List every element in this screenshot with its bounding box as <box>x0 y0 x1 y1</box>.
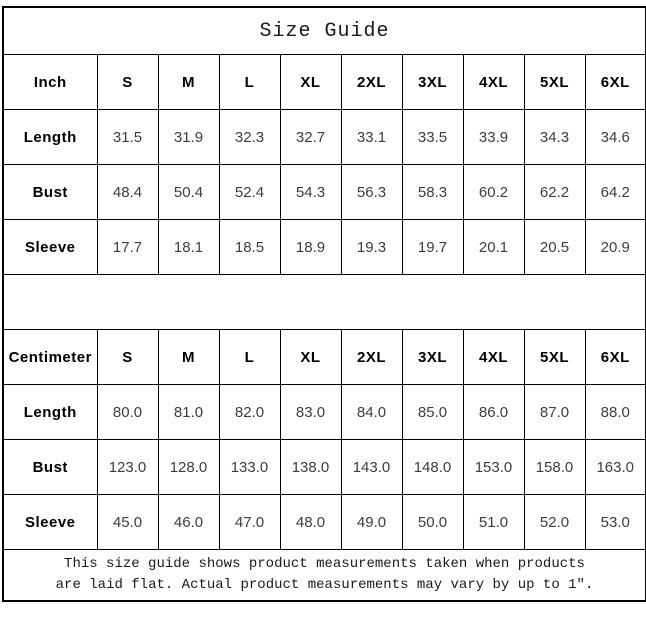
size-header-l: L <box>218 54 281 110</box>
measurement-value: 62.2 <box>523 164 586 220</box>
measurement-value: 88.0 <box>584 384 646 440</box>
size-header-xl: XL <box>279 54 342 110</box>
size-header-m: M <box>157 329 220 385</box>
measurement-value: 50.4 <box>157 164 220 220</box>
measurement-value: 128.0 <box>157 439 220 495</box>
size-guide-table: Size Guide Inch S M L XL 2XL 3XL 4XL 5XL… <box>2 6 646 602</box>
measurement-label: Sleeve <box>2 219 98 275</box>
measurement-value: 138.0 <box>279 439 342 495</box>
measurement-value: 46.0 <box>157 494 220 550</box>
measurement-value: 86.0 <box>462 384 525 440</box>
size-header-4xl: 4XL <box>462 54 525 110</box>
measurement-value: 34.3 <box>523 109 586 165</box>
measurement-value: 52.0 <box>523 494 586 550</box>
measurement-value: 20.9 <box>584 219 646 275</box>
measurement-value: 48.0 <box>279 494 342 550</box>
measurement-value: 32.3 <box>218 109 281 165</box>
measurement-value: 64.2 <box>584 164 646 220</box>
measurement-value: 123.0 <box>96 439 159 495</box>
measurement-value: 31.5 <box>96 109 159 165</box>
measurement-value: 18.9 <box>279 219 342 275</box>
measurement-value: 49.0 <box>340 494 403 550</box>
title-row: Size Guide <box>2 6 646 55</box>
footnote: This size guide shows product measuremen… <box>2 549 646 602</box>
measurement-value: 33.5 <box>401 109 464 165</box>
measurement-value: 47.0 <box>218 494 281 550</box>
measurement-value: 18.5 <box>218 219 281 275</box>
footnote-row: This size guide shows product measuremen… <box>2 549 646 602</box>
unit-label-inch: Inch <box>2 54 98 110</box>
measurement-label: Bust <box>2 164 98 220</box>
size-header-6xl: 6XL <box>584 329 646 385</box>
spacer-row <box>3 274 646 330</box>
measurement-value: 87.0 <box>523 384 586 440</box>
measurement-label: Sleeve <box>2 494 98 550</box>
inch-sleeve-row: Sleeve 17.7 18.1 18.5 18.9 19.3 19.7 20.… <box>2 219 646 275</box>
measurement-value: 19.3 <box>340 219 403 275</box>
inch-length-row: Length 31.5 31.9 32.3 32.7 33.1 33.5 33.… <box>2 109 646 165</box>
measurement-label: Bust <box>2 439 98 495</box>
measurement-value: 158.0 <box>523 439 586 495</box>
measurement-value: 51.0 <box>462 494 525 550</box>
measurement-value: 18.1 <box>157 219 220 275</box>
size-header-2xl: 2XL <box>340 329 403 385</box>
measurement-value: 163.0 <box>584 439 646 495</box>
measurement-value: 50.0 <box>401 494 464 550</box>
cm-header-row: Centimeter S M L XL 2XL 3XL 4XL 5XL 6XL <box>2 329 646 385</box>
measurement-value: 58.3 <box>401 164 464 220</box>
footnote-line-1: This size guide shows product measuremen… <box>64 556 585 572</box>
unit-label-centimeter: Centimeter <box>2 329 98 385</box>
size-header-6xl: 6XL <box>584 54 646 110</box>
cm-length-row: Length 80.0 81.0 82.0 83.0 84.0 85.0 86.… <box>2 384 646 440</box>
measurement-value: 33.9 <box>462 109 525 165</box>
size-header-s: S <box>96 54 159 110</box>
measurement-value: 19.7 <box>401 219 464 275</box>
measurement-value: 85.0 <box>401 384 464 440</box>
cm-bust-row: Bust 123.0 128.0 133.0 138.0 143.0 148.0… <box>2 439 646 495</box>
inch-bust-row: Bust 48.4 50.4 52.4 54.3 56.3 58.3 60.2 … <box>2 164 646 220</box>
measurement-label: Length <box>2 384 98 440</box>
measurement-value: 82.0 <box>218 384 281 440</box>
footnote-line-2: are laid flat. Actual product measuremen… <box>55 577 594 593</box>
measurement-value: 20.5 <box>523 219 586 275</box>
size-header-4xl: 4XL <box>462 329 525 385</box>
size-header-2xl: 2XL <box>340 54 403 110</box>
measurement-value: 80.0 <box>96 384 159 440</box>
size-header-xl: XL <box>279 329 342 385</box>
measurement-value: 32.7 <box>279 109 342 165</box>
measurement-value: 148.0 <box>401 439 464 495</box>
size-header-5xl: 5XL <box>523 54 586 110</box>
size-header-5xl: 5XL <box>523 329 586 385</box>
measurement-value: 83.0 <box>279 384 342 440</box>
size-header-s: S <box>96 329 159 385</box>
measurement-value: 133.0 <box>218 439 281 495</box>
measurement-value: 48.4 <box>96 164 159 220</box>
measurement-value: 143.0 <box>340 439 403 495</box>
size-header-m: M <box>157 54 220 110</box>
measurement-value: 34.6 <box>584 109 646 165</box>
measurement-value: 84.0 <box>340 384 403 440</box>
measurement-value: 60.2 <box>462 164 525 220</box>
cm-sleeve-row: Sleeve 45.0 46.0 47.0 48.0 49.0 50.0 51.… <box>2 494 646 550</box>
measurement-value: 56.3 <box>340 164 403 220</box>
measurement-value: 17.7 <box>96 219 159 275</box>
measurement-value: 153.0 <box>462 439 525 495</box>
measurement-label: Length <box>2 109 98 165</box>
measurement-value: 53.0 <box>584 494 646 550</box>
size-header-l: L <box>218 329 281 385</box>
page-title: Size Guide <box>2 6 646 55</box>
measurement-value: 20.1 <box>462 219 525 275</box>
size-header-3xl: 3XL <box>401 329 464 385</box>
measurement-value: 52.4 <box>218 164 281 220</box>
table-spacer <box>3 274 646 330</box>
size-header-3xl: 3XL <box>401 54 464 110</box>
measurement-value: 81.0 <box>157 384 220 440</box>
measurement-value: 33.1 <box>340 109 403 165</box>
measurement-value: 31.9 <box>157 109 220 165</box>
measurement-value: 45.0 <box>96 494 159 550</box>
inch-header-row: Inch S M L XL 2XL 3XL 4XL 5XL 6XL <box>2 54 646 110</box>
measurement-value: 54.3 <box>279 164 342 220</box>
